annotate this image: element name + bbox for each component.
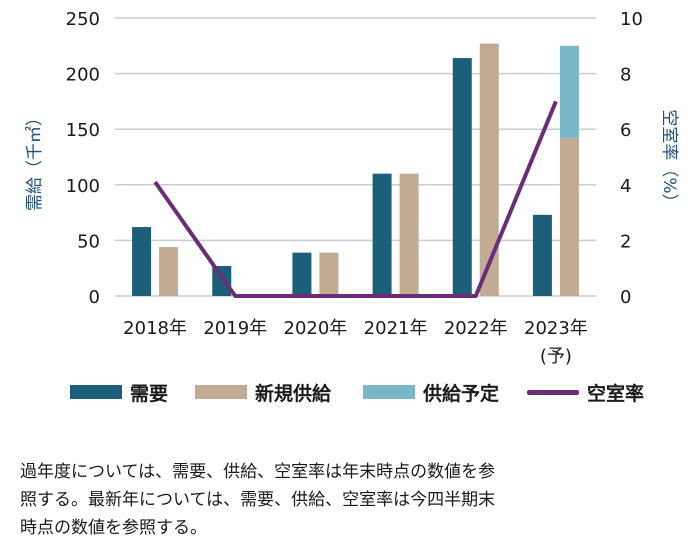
bar-demand bbox=[532, 214, 552, 296]
bar-new-supply bbox=[479, 43, 499, 296]
legend-swatch-planned-supply bbox=[363, 385, 415, 399]
legend-item-new-supply: 新規供給 bbox=[195, 372, 331, 412]
right-tick-label: 8 bbox=[620, 65, 631, 86]
bars bbox=[132, 43, 579, 297]
left-axis-ticks: 0 50 100 150 200 250 bbox=[66, 9, 100, 308]
bar-new-supply bbox=[399, 173, 419, 296]
left-tick-label: 50 bbox=[77, 231, 100, 252]
gridlines bbox=[115, 17, 596, 297]
x-tick-label: 2021年 bbox=[364, 318, 428, 339]
legend-label-vacancy: 空室率 bbox=[587, 382, 645, 405]
bar-demand bbox=[452, 58, 472, 297]
right-tick-label: 2 bbox=[620, 231, 631, 252]
left-tick-label: 150 bbox=[66, 120, 100, 141]
legend-item-planned-supply: 供給予定 bbox=[363, 372, 499, 412]
left-tick-label: 100 bbox=[66, 176, 100, 197]
right-axis-ticks: 0 2 4 6 8 10 bbox=[620, 9, 643, 308]
left-tick-label: 200 bbox=[66, 65, 100, 86]
x-tick-label: 2022年 bbox=[444, 318, 508, 339]
right-tick-label: 4 bbox=[620, 176, 631, 197]
legend-item-demand: 需要 bbox=[70, 372, 168, 412]
legend-item-vacancy: 空室率 bbox=[527, 372, 644, 412]
x-tick-label: 2019年 bbox=[203, 318, 267, 339]
x-tick-label: 2020年 bbox=[284, 318, 348, 339]
right-tick-label: 6 bbox=[620, 120, 631, 141]
legend-label-new-supply: 新規供給 bbox=[255, 382, 332, 405]
bar-demand bbox=[372, 173, 392, 296]
right-tick-label: 0 bbox=[620, 287, 631, 308]
vacancy-line bbox=[153, 100, 558, 298]
vacancy-line-path bbox=[153, 100, 558, 298]
footnote: 過年度については、需要、供給、空室率は年末時点の数値を参 照する。最新年について… bbox=[20, 462, 496, 538]
x-axis-labels: 2018年 2019年 2020年 2021年 2022年 2023年(予) bbox=[123, 318, 588, 367]
x-tick-label: 2023年(予) bbox=[524, 318, 588, 367]
bar-demand bbox=[132, 227, 152, 296]
legend-swatch-new-supply bbox=[195, 385, 247, 399]
right-tick-label: 10 bbox=[620, 9, 643, 30]
legend-label-planned-supply: 供給予定 bbox=[423, 382, 500, 405]
legend: 需要 新規供給 供給予定 空室率 bbox=[0, 372, 700, 412]
bar-planned-supply bbox=[559, 45, 579, 139]
legend-swatch-demand bbox=[70, 385, 122, 399]
left-axis-title: 需給（千㎡） bbox=[25, 109, 45, 211]
right-axis-title: 空室率（%） bbox=[659, 109, 679, 210]
left-tick-label: 250 bbox=[66, 9, 100, 30]
x-tick-label: 2018年 bbox=[123, 318, 187, 339]
bar-new-supply bbox=[559, 138, 579, 296]
bar-new-supply bbox=[319, 252, 339, 296]
legend-label-demand: 需要 bbox=[130, 382, 169, 405]
left-tick-label: 0 bbox=[89, 287, 100, 308]
bar-demand bbox=[292, 252, 312, 296]
bar-new-supply bbox=[159, 247, 179, 296]
legend-swatch-vacancy bbox=[527, 389, 579, 395]
